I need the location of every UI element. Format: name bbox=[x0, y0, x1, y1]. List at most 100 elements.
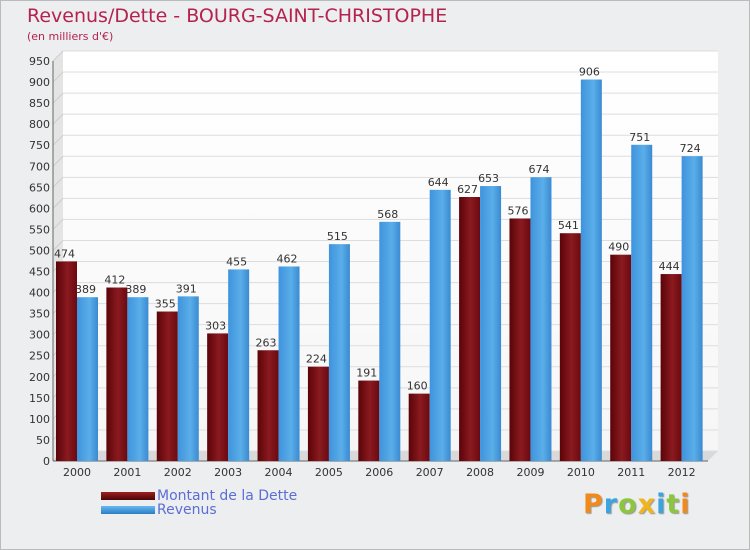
data-label-dette: 303 bbox=[205, 319, 226, 332]
data-label-revenus: 906 bbox=[579, 66, 600, 79]
bar-revenus bbox=[278, 266, 300, 461]
y-tick-label: 900 bbox=[29, 76, 50, 89]
gridline-wall bbox=[52, 134, 64, 146]
logo-letter: P bbox=[583, 489, 604, 520]
y-tick-label: 300 bbox=[29, 329, 50, 342]
legend-swatch-revenus bbox=[101, 506, 155, 514]
data-label-revenus: 644 bbox=[428, 176, 449, 189]
y-tick-label: 50 bbox=[36, 434, 50, 447]
gridline-wall bbox=[52, 92, 64, 104]
y-tick-label: 200 bbox=[29, 371, 50, 384]
bar-dette bbox=[610, 254, 632, 461]
data-label-dette: 412 bbox=[104, 274, 125, 287]
bar-revenus bbox=[429, 189, 451, 461]
bar-dette bbox=[257, 350, 279, 461]
bar-dette bbox=[207, 333, 229, 461]
data-label-revenus: 568 bbox=[377, 208, 398, 221]
x-tick-label: 2009 bbox=[516, 466, 544, 479]
bar-dette bbox=[559, 233, 581, 461]
gridline-wall bbox=[52, 198, 64, 209]
y-tick-label: 350 bbox=[29, 308, 50, 321]
bar-revenus bbox=[379, 221, 401, 461]
bar-dette bbox=[660, 274, 682, 461]
x-tick-label: 2005 bbox=[315, 466, 343, 479]
x-tick-label: 2001 bbox=[113, 466, 141, 479]
x-tick-label: 2003 bbox=[214, 466, 242, 479]
gridline-wall bbox=[52, 219, 64, 230]
data-label-revenus: 389 bbox=[125, 283, 146, 296]
data-label-revenus: 389 bbox=[75, 283, 96, 296]
bar-revenus bbox=[177, 296, 199, 461]
gridline-wall bbox=[52, 240, 64, 251]
logo-letter: i bbox=[680, 489, 691, 520]
bar-revenus bbox=[127, 297, 149, 461]
y-tick-label: 100 bbox=[29, 413, 50, 426]
y-tick-label: 800 bbox=[29, 118, 50, 131]
legend-label-dette: Montant de la Dette bbox=[157, 488, 298, 504]
y-tick-label: 400 bbox=[29, 287, 50, 300]
bar-dette bbox=[156, 311, 178, 461]
bar-revenus bbox=[328, 244, 350, 461]
logo-letter: t bbox=[666, 489, 681, 520]
y-tick-label: 250 bbox=[29, 350, 50, 363]
bar-revenus bbox=[580, 79, 602, 462]
data-label-dette: 576 bbox=[507, 204, 528, 217]
data-label-revenus: 653 bbox=[478, 172, 499, 185]
data-label-dette: 627 bbox=[457, 183, 478, 196]
gridline-wall bbox=[52, 113, 64, 125]
x-tick-label: 2006 bbox=[365, 466, 393, 479]
bar-revenus bbox=[631, 144, 653, 461]
data-label-revenus: 724 bbox=[680, 142, 701, 155]
gridline-wall bbox=[52, 155, 64, 167]
data-label-revenus: 515 bbox=[327, 230, 348, 243]
logo-letter: i bbox=[656, 489, 667, 520]
logo-letter: o bbox=[618, 489, 638, 520]
chart-title: Revenus/Dette - BOURG-SAINT-CHRISTOPHE bbox=[27, 5, 448, 27]
data-label-dette: 263 bbox=[256, 336, 277, 349]
gridline-wall bbox=[52, 176, 64, 188]
gridline-wall bbox=[52, 71, 64, 83]
bar-revenus bbox=[681, 156, 703, 461]
y-tick-label: 0 bbox=[43, 455, 50, 468]
data-label-revenus: 391 bbox=[176, 282, 197, 295]
y-tick-label: 950 bbox=[29, 55, 50, 68]
x-tick-label: 2004 bbox=[265, 466, 293, 479]
legend-label-revenus: Revenus bbox=[157, 502, 217, 518]
logo-letter: x bbox=[637, 489, 657, 520]
data-label-dette: 224 bbox=[306, 353, 327, 366]
logo-letter: r bbox=[603, 489, 619, 520]
bar-dette bbox=[358, 380, 380, 461]
y-tick-label: 750 bbox=[29, 139, 50, 152]
bar-revenus bbox=[228, 269, 250, 461]
data-label-dette: 541 bbox=[558, 219, 579, 232]
bar-dette bbox=[459, 197, 481, 461]
data-label-dette: 355 bbox=[155, 298, 176, 311]
chart-subtitle: (en milliers d'€) bbox=[27, 30, 114, 43]
y-tick-label: 500 bbox=[29, 244, 50, 257]
y-tick-label: 450 bbox=[29, 266, 50, 279]
x-tick-label: 2008 bbox=[466, 466, 494, 479]
bar-dette bbox=[106, 287, 128, 461]
bar-revenus bbox=[530, 177, 552, 462]
y-tick-label: 650 bbox=[29, 181, 50, 194]
bar-dette bbox=[408, 393, 430, 461]
y-tick-label: 150 bbox=[29, 392, 50, 405]
data-label-revenus: 751 bbox=[629, 131, 650, 144]
data-label-revenus: 462 bbox=[277, 252, 298, 265]
data-label-revenus: 455 bbox=[226, 255, 247, 268]
legend-item-revenus: Revenus bbox=[101, 502, 217, 518]
bar-dette bbox=[509, 218, 531, 461]
data-label-dette: 474 bbox=[54, 247, 75, 260]
data-label-dette: 490 bbox=[608, 241, 629, 254]
gridline-wall bbox=[52, 50, 64, 62]
x-tick-label: 2007 bbox=[416, 466, 444, 479]
data-label-dette: 160 bbox=[407, 380, 428, 393]
data-label-dette: 444 bbox=[659, 260, 680, 273]
bar-revenus bbox=[480, 186, 502, 462]
y-tick-label: 850 bbox=[29, 97, 50, 110]
data-label-revenus: 674 bbox=[528, 163, 549, 176]
bar-dette bbox=[307, 366, 329, 461]
x-tick-label: 2010 bbox=[567, 466, 595, 479]
x-tick-label: 2011 bbox=[617, 466, 645, 479]
